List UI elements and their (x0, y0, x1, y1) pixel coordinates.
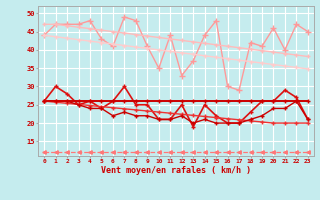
X-axis label: Vent moyen/en rafales ( km/h ): Vent moyen/en rafales ( km/h ) (101, 166, 251, 175)
